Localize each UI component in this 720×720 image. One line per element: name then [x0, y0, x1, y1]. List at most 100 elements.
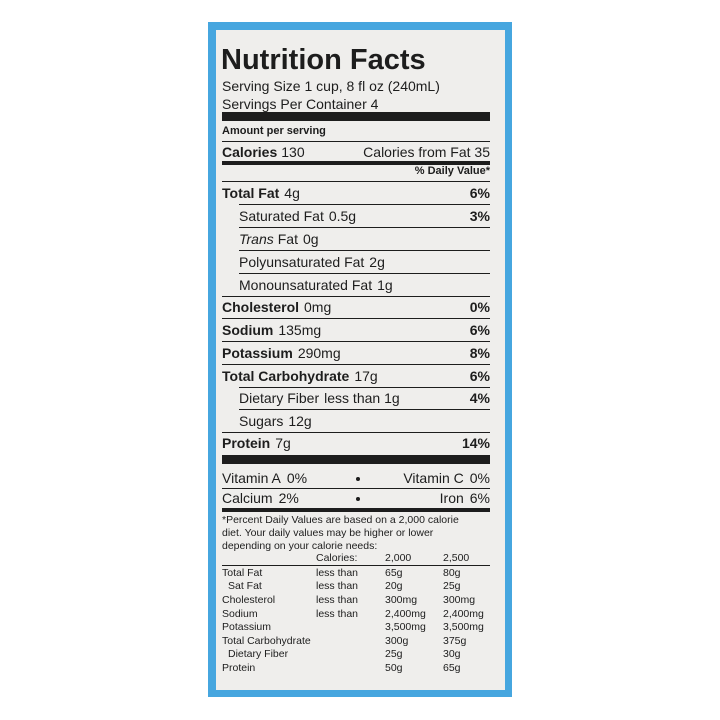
table-nutrient: Sat Fat: [228, 580, 262, 593]
nutrient-row: Sodium 135mg: [222, 322, 321, 339]
rule: [222, 455, 490, 464]
table-nutrient: Protein: [222, 661, 256, 674]
nutrient-row: Saturated Fat 0.5g: [239, 208, 356, 225]
rule: [239, 250, 490, 251]
nutrient-name: Total Fat: [222, 184, 280, 201]
table-nutrient: Potassium: [222, 621, 272, 634]
nutrient-dv: 14%: [461, 434, 490, 451]
calories-value: 130: [281, 143, 305, 160]
nutrient-name-italic: Trans: [239, 230, 274, 247]
nutrient-row: Sugars 12g: [239, 413, 312, 430]
vitamin-item: Vitamin A 0%: [222, 470, 307, 487]
nutrient-amount: 12g: [288, 412, 312, 429]
rule: [222, 364, 490, 365]
vitamin-item: Vitamin C 0%: [403, 470, 490, 487]
footnote-line: diet. Your daily values may be higher or…: [222, 526, 434, 539]
nutrient-amount: 17g: [354, 367, 378, 384]
nutrient-row: Potassium 290mg: [222, 345, 341, 362]
nutrient-name: Sodium: [222, 321, 274, 338]
nutrient-name: Fat: [277, 230, 298, 247]
nutrient-amount: 4g: [284, 184, 300, 201]
rule: [222, 296, 490, 297]
nutrient-row: Dietary Fiber less than 1g: [239, 390, 400, 407]
nutrient-amount: 7g: [275, 434, 291, 451]
vitamin-dv: 0%: [286, 469, 308, 486]
table-value: 2,400mg: [385, 607, 426, 620]
label-panel: [216, 30, 505, 690]
rule: [222, 318, 490, 319]
rule: [222, 161, 490, 165]
serving-size: Serving Size 1 cup, 8 fl oz (240mL): [222, 77, 440, 94]
table-value: 20g: [385, 580, 403, 593]
nutrient-amount: 135mg: [278, 321, 322, 338]
nutrient-name: Total Carbohydrate: [222, 367, 350, 384]
table-qualifier: less than: [316, 593, 359, 606]
rule: [239, 227, 490, 228]
calories-row: Calories 130: [222, 144, 305, 161]
rule: [222, 488, 490, 489]
table-value: 300g: [385, 634, 409, 647]
rule: [239, 273, 490, 274]
nutrient-name: Cholesterol: [222, 298, 300, 315]
nutrient-name: Sugars: [239, 412, 284, 429]
nutrient-row: Cholesterol 0mg: [222, 299, 331, 316]
rule: [222, 181, 490, 182]
vitamin-dv: 0%: [469, 469, 490, 486]
table-value: 50g: [385, 661, 403, 674]
rule: [222, 341, 490, 342]
nutrient-dv: 6%: [469, 184, 490, 201]
table-header-column: 2,500: [443, 551, 470, 564]
nutrient-amount: less than 1g: [324, 389, 400, 406]
table-value: 2,400mg: [443, 607, 484, 620]
servings-per-container: Servings Per Container 4: [222, 95, 379, 112]
table-value: 30g: [443, 648, 461, 661]
nutrient-dv: 3%: [469, 207, 490, 224]
nutrient-name: Potassium: [222, 344, 293, 361]
nutrient-amount: 0.5g: [328, 207, 357, 224]
table-nutrient: Cholesterol: [222, 593, 276, 606]
nutrient-amount: 1g: [377, 276, 393, 293]
daily-value-header: % Daily Value*: [414, 165, 490, 178]
table-value: 80g: [443, 566, 461, 579]
vitamin-name: Vitamin C: [403, 469, 464, 486]
calories-label: Calories: [222, 143, 278, 160]
vitamin-dv: 6%: [469, 489, 490, 506]
title: Nutrition Facts: [221, 43, 426, 76]
nutrient-row: Monounsaturated Fat 1g: [239, 277, 393, 294]
nutrient-amount: 0mg: [304, 298, 332, 315]
table-nutrient: Total Fat: [222, 566, 263, 579]
rule: [239, 387, 490, 388]
nutrient-name: Monounsaturated Fat: [239, 276, 373, 293]
vitamin-name: Calcium: [222, 489, 273, 506]
nutrient-name: Protein: [222, 434, 271, 451]
vitamin-item: Iron 6%: [440, 490, 490, 507]
nutrient-dv: 0%: [469, 298, 490, 315]
bullet: [356, 497, 360, 501]
table-nutrient: Dietary Fiber: [228, 648, 289, 661]
table-value: 65g: [385, 566, 403, 579]
nutrient-row: Protein 7g: [222, 435, 291, 452]
table-value: 300mg: [385, 593, 418, 606]
nutrient-row: Total Carbohydrate 17g: [222, 368, 378, 385]
table-qualifier: less than: [316, 607, 359, 620]
table-header-column: 2,000: [385, 551, 412, 564]
rule: [222, 141, 490, 142]
table-value: 3,500mg: [443, 621, 484, 634]
amount-per-serving: Amount per serving: [222, 125, 326, 138]
nutrient-name: Saturated Fat: [239, 207, 324, 224]
table-value: 65g: [443, 661, 461, 674]
table-qualifier: less than: [316, 566, 359, 579]
rule: [222, 565, 490, 566]
nutrient-dv: 6%: [469, 367, 490, 384]
nutrient-name: Dietary Fiber: [239, 389, 320, 406]
nutrient-amount: 290mg: [297, 344, 341, 361]
calories-from-fat: Calories from Fat 35: [363, 143, 490, 160]
table-value: 25g: [443, 580, 461, 593]
table-nutrient: Total Carbohydrate: [222, 634, 311, 647]
rule: [222, 508, 490, 512]
rule: [239, 409, 490, 410]
table-nutrient: Sodium: [222, 607, 258, 620]
bullet: [356, 477, 360, 481]
rule: [239, 204, 490, 205]
